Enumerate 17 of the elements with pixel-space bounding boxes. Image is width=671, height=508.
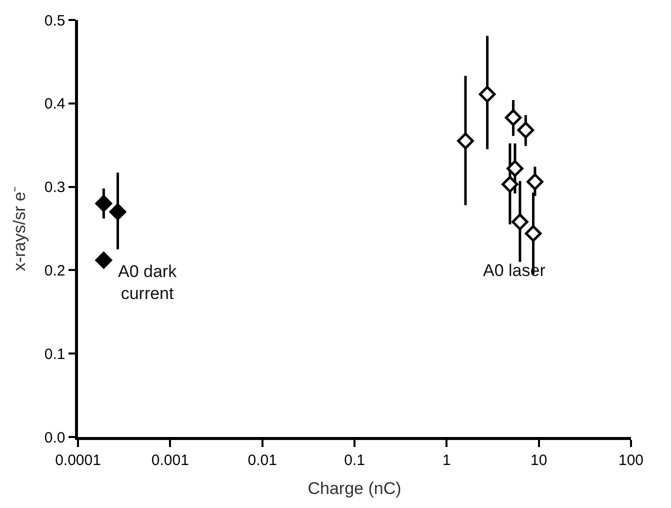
x-tick-label: 10: [530, 452, 548, 469]
x-tick-label: 1: [442, 452, 451, 469]
y-tick-label: 0.1: [44, 346, 66, 363]
y-tick-label: 0.5: [44, 12, 66, 30]
y-tick-label: 0.3: [44, 179, 66, 196]
x-tick-label: 0.1: [344, 452, 365, 469]
y-tick-label: 0.4: [44, 96, 66, 113]
x-axis-title: Charge (nC): [308, 479, 402, 498]
y-tick-label: 0.2: [44, 262, 66, 280]
x-tick-label: 0.01: [248, 452, 277, 469]
y-tick-label: 0.0: [44, 429, 66, 446]
x-tick-label: 100: [618, 452, 644, 469]
x-tick-label: 0.001: [151, 452, 189, 469]
annotation: A0 laser: [483, 261, 546, 280]
x-tick-label: 0.0001: [55, 452, 101, 469]
y-axis-title: x-rays/sr e⁻: [10, 186, 29, 272]
annotation: A0 dark current: [118, 262, 178, 304]
